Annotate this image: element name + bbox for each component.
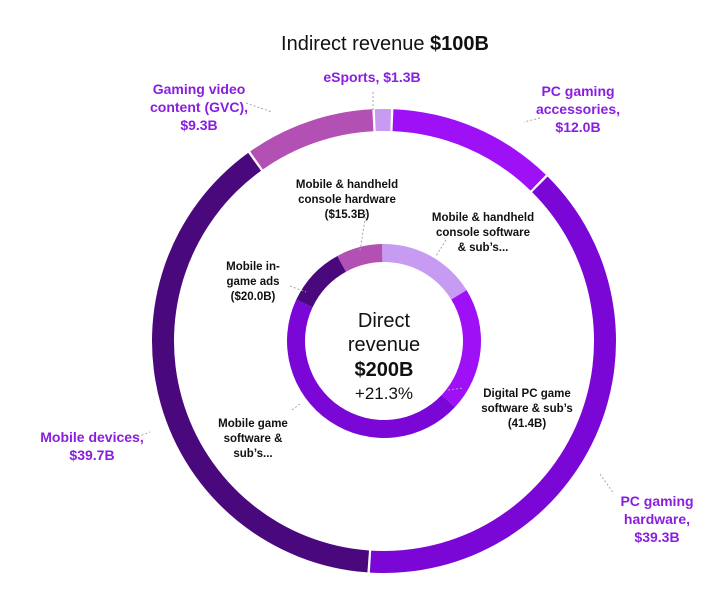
- center-value: $200B: [355, 359, 414, 381]
- label-line: Mobile in-: [226, 261, 280, 273]
- chart-title-prefix: Indirect revenue: [281, 33, 430, 55]
- label-line: PC gaming: [620, 493, 693, 509]
- label-line: sub’s...: [233, 448, 272, 460]
- label-inner-mobile-in-game-ads: Mobile in-game ads ($20.0B): [226, 261, 280, 303]
- slice-inner-mobile-handheld-console-software-sub-s: [382, 244, 467, 300]
- label-line: (41.4B): [508, 418, 547, 430]
- label-outer-esports: eSports, $1.3B: [323, 69, 420, 85]
- leader-line: [133, 431, 151, 439]
- center-line2: revenue: [348, 334, 420, 356]
- slice-outer-pc-gaming-hardware: [369, 176, 616, 574]
- label-outer-pc-gaming-accessories: PC gaming accessories, $12.0B: [536, 83, 620, 135]
- label-inner-mobile-handheld-console-hardware: Mobile & handheld console hardware ($15.3B…: [296, 179, 398, 221]
- label-line: ($15.3B): [325, 209, 370, 221]
- label-line: accessories,: [536, 101, 620, 117]
- slice-labels: eSports, $1.3B PC gaming accessories, $12.0…: [40, 69, 693, 545]
- slice-inner-mobile-handheld-console-hardware: [337, 244, 383, 272]
- label-line: $9.3B: [180, 117, 217, 133]
- leader-line: [245, 102, 273, 113]
- label-line: hardware,: [624, 511, 690, 527]
- inner-ring: [287, 244, 482, 438]
- label-outer-mobile-devices: Mobile devices, $39.7B: [40, 429, 143, 463]
- leader-line: [359, 212, 367, 252]
- slice-outer-esports: [374, 109, 391, 132]
- center-growth: +21.3%: [355, 384, 413, 403]
- leader-line: [291, 403, 301, 411]
- label-line: $12.0B: [555, 119, 600, 135]
- label-line: software &: [224, 433, 283, 445]
- label-line: game ads: [226, 276, 279, 288]
- slice-inner-mobile-in-game-ads: [296, 255, 347, 308]
- outer-ring: [152, 109, 616, 574]
- label-line: Mobile game: [218, 418, 288, 430]
- leader-line: [599, 473, 615, 495]
- label-outer-pc-gaming-hardware: PC gaming hardware, $39.3B: [620, 493, 693, 545]
- slice-inner-digital-pc-game-software-sub-s: [441, 290, 482, 408]
- leader-lines: [133, 92, 615, 495]
- label-line: $39.3B: [634, 529, 679, 545]
- slice-outer-pc-gaming-accessories: [392, 109, 546, 191]
- slice-outer-gaming-video-content-gvc: [250, 109, 374, 170]
- label-line: console software: [436, 227, 530, 239]
- label-line: Mobile devices,: [40, 429, 143, 445]
- label-line: $39.7B: [69, 447, 114, 463]
- label-line: eSports, $1.3B: [323, 69, 420, 85]
- label-line: Mobile & handheld: [296, 179, 398, 191]
- leader-line: [435, 239, 447, 257]
- label-inner-mobile-handheld-console-software-sub-s: Mobile & handheld console software & sub’s…: [432, 212, 534, 254]
- slice-outer-mobile-devices: [152, 152, 369, 573]
- leader-line: [523, 117, 541, 123]
- label-line: content (GVC),: [150, 99, 248, 115]
- label-line: Digital PC game: [483, 388, 571, 400]
- label-inner-digital-pc-game-software-sub-s: Digital PC game software & sub’s (41.4B): [481, 388, 573, 430]
- leader-line: [447, 387, 465, 391]
- slice-inner-mobile-game-software-sub-s: [287, 299, 455, 438]
- label-line: software & sub’s: [481, 403, 573, 415]
- label-line: PC gaming: [541, 83, 614, 99]
- label-line: Mobile & handheld: [432, 212, 534, 224]
- label-line: console hardware: [298, 194, 396, 206]
- label-outer-gaming-video-content-gvc: Gaming video content (GVC), $9.3B: [150, 81, 248, 133]
- label-line: ($20.0B): [231, 291, 276, 303]
- label-line: Gaming video: [153, 81, 246, 97]
- label-inner-mobile-game-software-sub-s: Mobile game software & sub’s...: [218, 418, 288, 460]
- leader-line: [289, 285, 307, 293]
- label-line: & sub’s...: [458, 242, 509, 254]
- chart-title-value: $100B: [430, 33, 489, 55]
- center-line1: Direct: [358, 310, 411, 332]
- chart-title: Indirect revenue $100B: [281, 33, 489, 55]
